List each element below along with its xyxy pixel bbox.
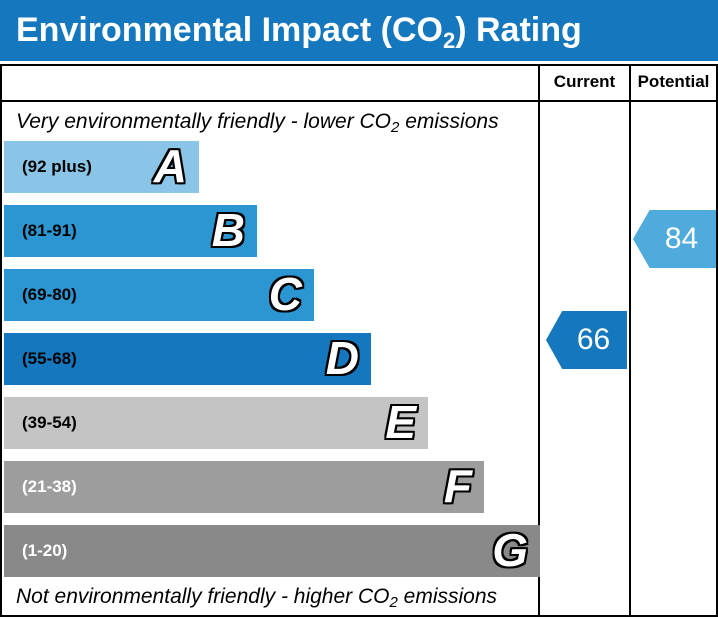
header-row-divider bbox=[0, 100, 718, 102]
caption-top-subscript: 2 bbox=[391, 119, 400, 136]
current-column-divider bbox=[538, 64, 540, 617]
chart-title: Environmental Impact (CO2) Rating bbox=[16, 11, 582, 53]
rating-table-frame bbox=[0, 64, 718, 617]
band-range-label: (92 plus) bbox=[22, 157, 92, 176]
band-range-label: (55-68) bbox=[22, 349, 77, 368]
potential-rating-arrow: 84 bbox=[633, 210, 716, 268]
band-row-C: (69-80) C bbox=[4, 268, 314, 321]
column-header-current: Current bbox=[553, 72, 616, 91]
caption-bottom: Not environmentally friendly - higher CO… bbox=[16, 578, 497, 615]
band-range-label: (21-38) bbox=[22, 477, 77, 496]
potential-rating-value: 84 bbox=[664, 222, 699, 255]
band-range-label: (81-91) bbox=[22, 221, 77, 240]
band-letter: C bbox=[268, 268, 303, 320]
band-row-D: (55-68) D bbox=[4, 332, 371, 385]
band-letter: E bbox=[384, 396, 417, 448]
caption-top-text: Very environmentally friendly - lower CO bbox=[16, 110, 392, 133]
caption-top: Very environmentally friendly - lower CO… bbox=[16, 102, 499, 141]
band-row-A: (92 plus) A bbox=[4, 140, 199, 193]
band-letter: B bbox=[211, 204, 246, 256]
current-rating-value: 66 bbox=[576, 323, 611, 356]
band-row-B: (81-91) B bbox=[4, 204, 257, 257]
caption-bottom-text: Not environmentally friendly - higher CO bbox=[16, 585, 390, 608]
band-row-E: (39-54) E bbox=[4, 396, 428, 449]
column-header-potential: Potential bbox=[637, 72, 710, 91]
caption-top-suffix: emissions bbox=[399, 110, 499, 133]
current-rating-arrow: 66 bbox=[546, 311, 627, 369]
band-letter: D bbox=[325, 332, 360, 384]
potential-column-divider bbox=[629, 64, 631, 617]
caption-bottom-suffix: emissions bbox=[397, 585, 498, 608]
chart-title-subscript: 2 bbox=[442, 28, 456, 53]
chart-title-bar: Environmental Impact (CO2) Rating bbox=[0, 0, 718, 61]
band-row-F: (21-38) F bbox=[4, 460, 484, 513]
band-range-label: (39-54) bbox=[22, 413, 77, 432]
band-letter: A bbox=[153, 140, 188, 192]
caption-bottom-subscript: 2 bbox=[389, 594, 398, 611]
band-row-G: (1-20) G bbox=[4, 524, 540, 577]
band-range-label: (69-80) bbox=[22, 285, 77, 304]
chart-title-suffix: ) Rating bbox=[455, 11, 582, 49]
band-range-label: (1-20) bbox=[22, 541, 68, 560]
chart-title-text: Environmental Impact (CO bbox=[16, 11, 443, 49]
band-letter: F bbox=[443, 460, 473, 512]
band-letter: G bbox=[491, 524, 529, 576]
